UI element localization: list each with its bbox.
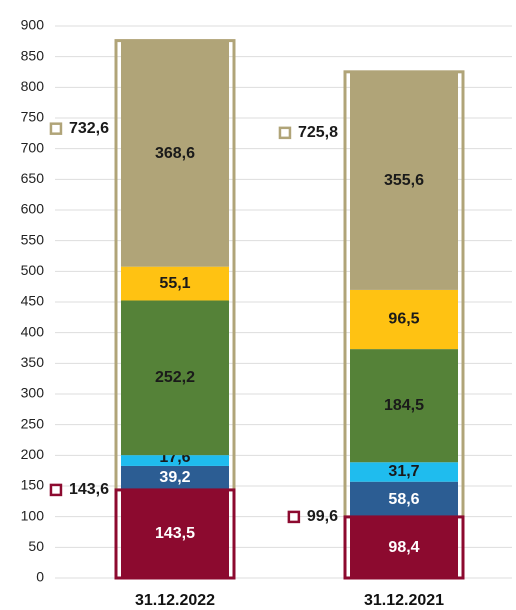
y-tick-label: 0 (36, 569, 44, 585)
marker-label: 143,6 (69, 481, 109, 498)
y-tick-label: 450 (21, 293, 45, 309)
data-label: 184,5 (384, 397, 424, 414)
marker-frame (114, 488, 236, 580)
y-tick-label: 250 (21, 415, 45, 431)
bar-segment (350, 517, 458, 578)
bar-segment (350, 349, 458, 463)
y-tick-label: 850 (21, 47, 45, 63)
y-tick-label: 700 (21, 139, 45, 155)
y-tick-label: 50 (28, 538, 44, 554)
x-tick-label: 31.12.2021 (364, 592, 444, 609)
y-tick-label: 600 (21, 201, 45, 217)
marker (287, 510, 301, 524)
bar-segment (121, 465, 229, 490)
marker-frame (343, 515, 465, 580)
bar-segment (121, 455, 229, 466)
y-tick-label: 500 (21, 262, 45, 278)
data-label: 98,4 (388, 539, 419, 556)
data-label: 355,6 (384, 172, 424, 189)
y-tick-label: 750 (21, 109, 45, 125)
y-tick-label: 150 (21, 477, 45, 493)
marker (278, 126, 292, 140)
y-tick-label: 400 (21, 323, 45, 339)
data-label: 96,5 (388, 311, 419, 328)
data-label: 143,5 (155, 525, 195, 542)
y-tick-label: 800 (21, 78, 45, 94)
marker-label: 725,8 (298, 124, 338, 141)
bar-segment (350, 481, 458, 518)
marker-label: 732,6 (69, 120, 109, 137)
bar-segment (121, 489, 229, 578)
x-tick-label: 31.12.2022 (135, 592, 215, 609)
bar-segment (121, 300, 229, 456)
bar-segment (350, 289, 458, 350)
bar-segment (350, 462, 458, 482)
y-tick-label: 900 (21, 17, 45, 33)
bar-segment (350, 71, 458, 290)
y-tick-label: 300 (21, 385, 45, 401)
marker (49, 122, 63, 135)
data-label: 252,2 (155, 369, 195, 386)
data-label: 58,6 (388, 491, 419, 508)
y-tick-label: 100 (21, 507, 45, 523)
bar-segment (121, 40, 229, 267)
y-tick-label: 200 (21, 446, 45, 462)
y-tick-label: 650 (21, 170, 45, 186)
y-tick-label: 550 (21, 231, 45, 247)
data-label: 31,7 (388, 463, 419, 480)
marker-label: 99,6 (307, 508, 338, 525)
bar-segment (121, 266, 229, 301)
data-label: 55,1 (159, 275, 190, 292)
data-label: 368,6 (155, 145, 195, 162)
marker (49, 483, 63, 497)
y-tick-label: 350 (21, 354, 45, 370)
data-label: 39,2 (159, 469, 190, 486)
